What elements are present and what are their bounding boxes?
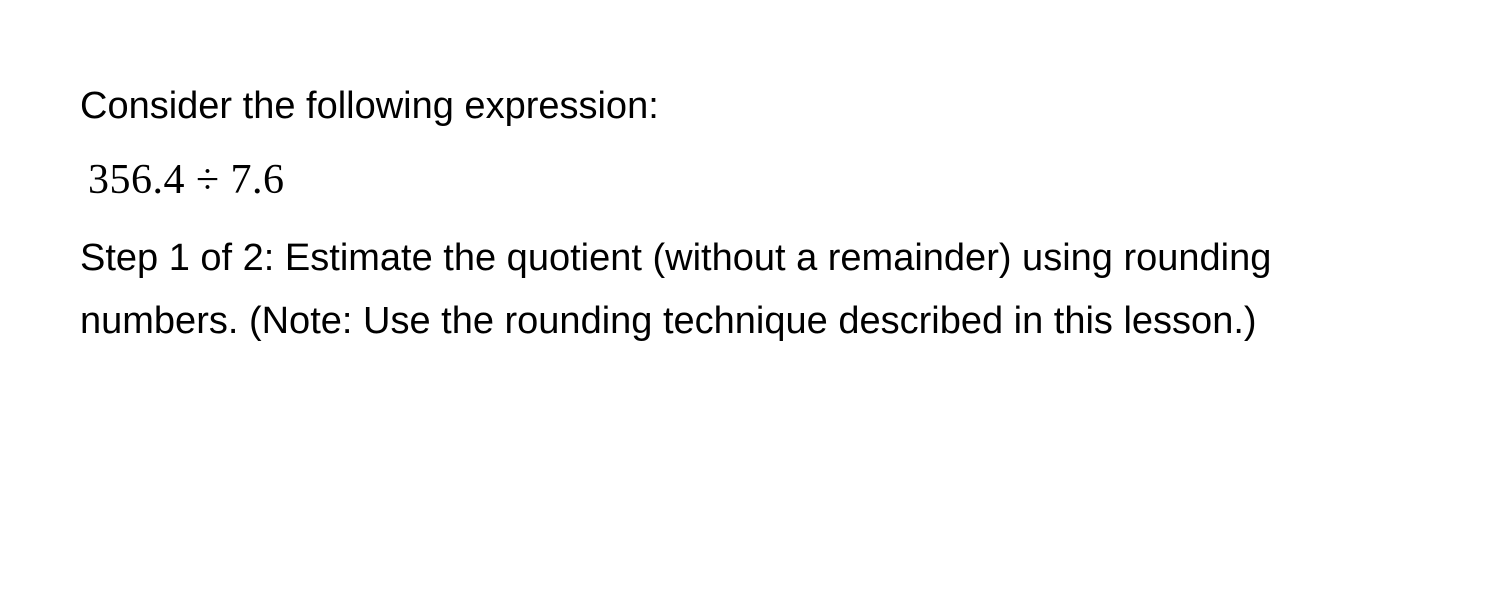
math-expression: 356.4 ÷ 7.6 [88,146,1420,215]
intro-text: Consider the following expression: [80,75,1420,138]
problem-content: Consider the following expression: 356.4… [80,75,1420,352]
step-instruction: Step 1 of 2: Estimate the quotient (with… [80,227,1420,352]
